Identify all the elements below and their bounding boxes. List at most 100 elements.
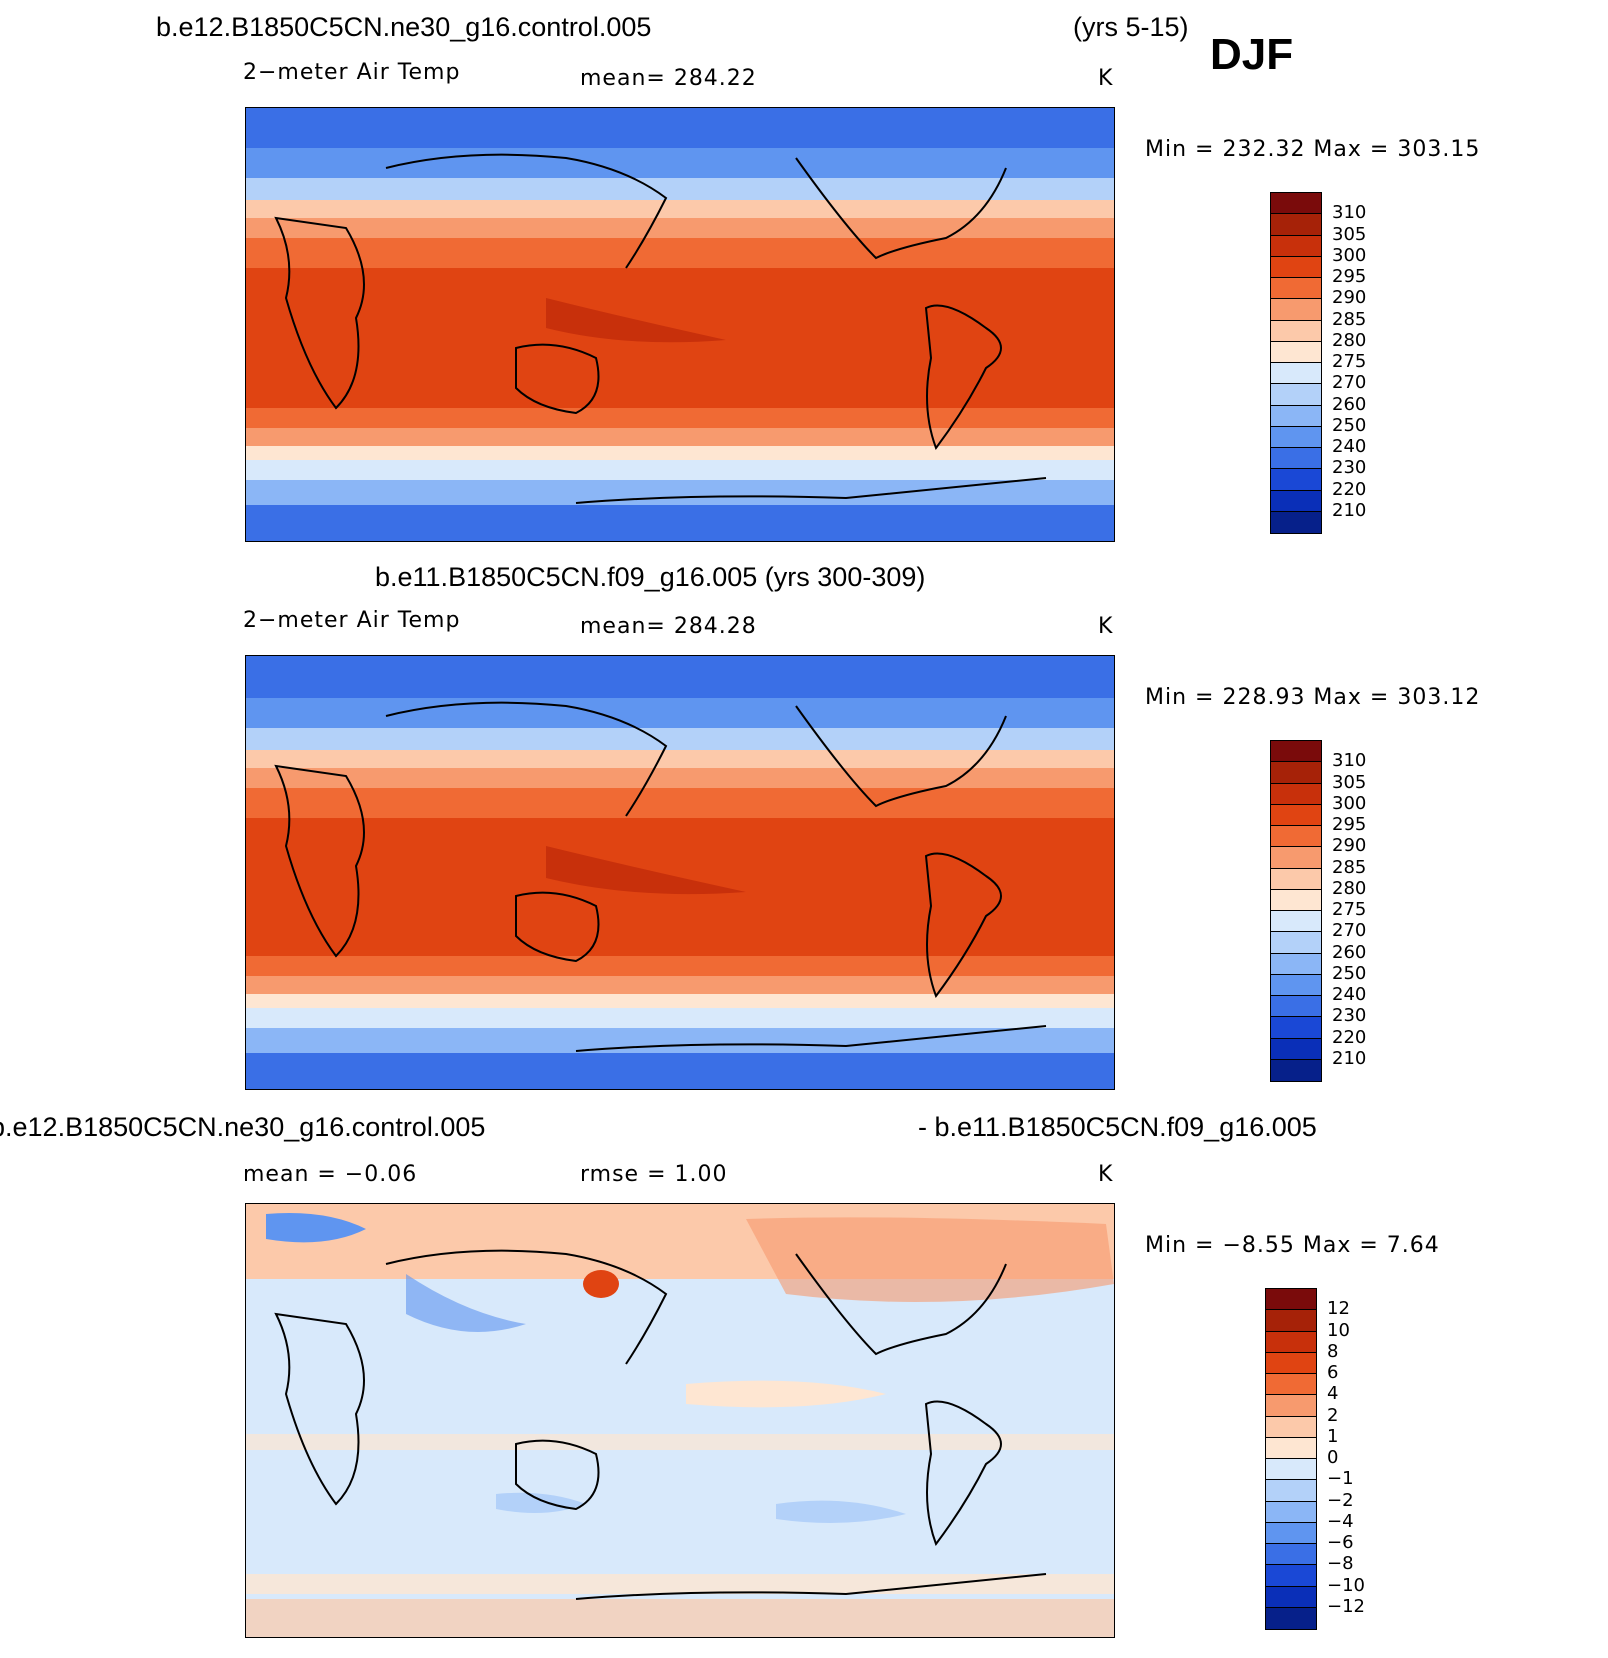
panel1-colorbar-swatch bbox=[1271, 278, 1321, 300]
panel3-colorbar-level: −2 bbox=[1327, 1489, 1354, 1511]
panel3-colorbar-level: 4 bbox=[1327, 1383, 1339, 1405]
panel2-colorbar-swatch bbox=[1271, 741, 1321, 763]
panel2-colorbar-swatch bbox=[1271, 868, 1321, 890]
panel1-colorbar-swatch bbox=[1271, 384, 1321, 406]
panel2-colorbar-level: 310 bbox=[1332, 750, 1367, 772]
panel2-colorbar-swatch bbox=[1271, 932, 1321, 954]
panel1-colorbar-level: 260 bbox=[1332, 393, 1367, 415]
panel3-colorbar-swatch bbox=[1266, 1437, 1316, 1459]
panel1-map bbox=[245, 107, 1115, 542]
panel1-minmax: Min = 232.32 Max = 303.15 bbox=[1145, 137, 1481, 162]
panel3-colorbar-level: 8 bbox=[1327, 1340, 1339, 1362]
panel2-colorbar-level: 240 bbox=[1332, 984, 1367, 1005]
panel3-colorbar-level: −6 bbox=[1327, 1532, 1354, 1553]
panel3-colorbar-level: −8 bbox=[1327, 1553, 1354, 1575]
panel2-map bbox=[245, 655, 1115, 1090]
panel3-colorbar-swatch bbox=[1266, 1459, 1316, 1481]
panel2-colorbar-swatch bbox=[1271, 826, 1321, 848]
panel3-colorbar-level: 12 bbox=[1327, 1298, 1350, 1320]
panel3-colorbar-swatch bbox=[1266, 1395, 1316, 1417]
panel1-colorbar-swatch bbox=[1271, 214, 1321, 236]
panel1-colorbar-swatch bbox=[1271, 511, 1321, 533]
panel2-colorbar-swatch bbox=[1271, 762, 1321, 784]
panel1-colorbar-swatch bbox=[1271, 426, 1321, 448]
panel1-colorbar-level: 240 bbox=[1332, 436, 1367, 457]
panel1-colorbar-level: 310 bbox=[1332, 202, 1367, 224]
season-label: DJF bbox=[1210, 30, 1294, 79]
panel1-mean: mean= 284.22 bbox=[580, 66, 757, 91]
panel2-colorbar-level: 210 bbox=[1332, 1047, 1367, 1069]
years-top: (yrs 5-15) bbox=[1073, 12, 1189, 42]
panel2-colorbar-swatch bbox=[1271, 953, 1321, 975]
panel3-colorbar-swatch bbox=[1266, 1544, 1316, 1566]
panel2-colorbar-swatch bbox=[1271, 783, 1321, 805]
panel1-colorbar-ticks: 310 305 300 295 290 285 280 275 270 260 250 240 230 2… bbox=[1332, 192, 1402, 534]
title-bottom-right: - b.e11.B1850C5CN.f09_g16.005 bbox=[918, 1112, 1317, 1142]
panel2-colorbar-level: 285 bbox=[1332, 856, 1367, 878]
panel2-colorbar-level: 230 bbox=[1332, 1005, 1367, 1027]
panel3-colorbar-ticks: 12 10 8 6 4 2 1 0 −1 −2 −4 −6 −8 −10 −12 bbox=[1327, 1288, 1397, 1630]
panel1-colorbar-swatch bbox=[1271, 299, 1321, 321]
panel1-colorbar-swatch bbox=[1271, 448, 1321, 470]
panel2-unit: K bbox=[1098, 614, 1114, 639]
panel2-mean: mean= 284.28 bbox=[580, 614, 757, 639]
panel3-colorbar-swatch bbox=[1266, 1352, 1316, 1374]
panel3-colorbar-level: −4 bbox=[1327, 1510, 1354, 1532]
panel1-colorbar-level: 300 bbox=[1332, 244, 1367, 266]
panel3-colorbar-level: −1 bbox=[1327, 1468, 1354, 1490]
panel3-mean: mean = −0.06 bbox=[243, 1162, 418, 1187]
panel3-colorbar-level: 1 bbox=[1327, 1425, 1339, 1447]
panel3-rmse: rmse = 1.00 bbox=[580, 1162, 728, 1187]
panel1-temperature-field bbox=[246, 108, 1114, 541]
panel2-colorbar-level: 305 bbox=[1332, 771, 1367, 793]
panel1-colorbar-level: 280 bbox=[1332, 329, 1367, 351]
panel2-colorbar-level: 295 bbox=[1332, 814, 1367, 835]
panel1-colorbar-level: 250 bbox=[1332, 414, 1367, 436]
panel1-variable: 2−meter Air Temp bbox=[243, 60, 461, 85]
panel2-colorbar bbox=[1270, 740, 1322, 1082]
panel3-colorbar-level: 6 bbox=[1327, 1362, 1339, 1383]
panel1-colorbar-swatch bbox=[1271, 363, 1321, 385]
panel3-colorbar-level: 2 bbox=[1327, 1404, 1339, 1426]
panel1-colorbar-swatch bbox=[1271, 235, 1321, 257]
panel3-colorbar-swatch bbox=[1266, 1416, 1316, 1438]
panel1-colorbar-level: 290 bbox=[1332, 287, 1367, 309]
panel2-colorbar-swatch bbox=[1271, 996, 1321, 1018]
title-bottom-left: b.e12.B1850C5CN.ne30_g16.control.005 bbox=[0, 1112, 486, 1142]
panel1-colorbar-level: 210 bbox=[1332, 499, 1367, 521]
panel2-colorbar-level: 300 bbox=[1332, 792, 1367, 814]
panel2-colorbar-swatch bbox=[1271, 1017, 1321, 1039]
panel3-colorbar-swatch bbox=[1266, 1586, 1316, 1608]
panel1-colorbar-level: 275 bbox=[1332, 351, 1367, 372]
panel3-colorbar bbox=[1265, 1288, 1317, 1630]
panel3-colorbar-swatch bbox=[1266, 1522, 1316, 1544]
panel3-colorbar-swatch bbox=[1266, 1501, 1316, 1523]
panel1-colorbar-level: 285 bbox=[1332, 308, 1367, 330]
panel3-map bbox=[245, 1203, 1115, 1638]
panel1-colorbar-swatch bbox=[1271, 405, 1321, 427]
panel2-colorbar-swatch bbox=[1271, 1059, 1321, 1081]
panel3-colorbar-swatch bbox=[1266, 1331, 1316, 1353]
panel1-colorbar-level: 305 bbox=[1332, 223, 1367, 245]
panel1-colorbar-swatch bbox=[1271, 341, 1321, 363]
panel2-variable: 2−meter Air Temp bbox=[243, 608, 461, 633]
panel1-colorbar-swatch bbox=[1271, 256, 1321, 278]
panel1-colorbar-level: 295 bbox=[1332, 266, 1367, 287]
panel2-temperature-field bbox=[246, 656, 1114, 1089]
title-top: b.e12.B1850C5CN.ne30_g16.control.005 bbox=[156, 12, 652, 42]
panel2-colorbar-swatch bbox=[1271, 804, 1321, 826]
panel2-colorbar-level: 280 bbox=[1332, 877, 1367, 899]
panel3-colorbar-level: 10 bbox=[1327, 1319, 1350, 1341]
panel2-colorbar-level: 275 bbox=[1332, 899, 1367, 920]
panel2-colorbar-level: 220 bbox=[1332, 1026, 1367, 1048]
panel2-colorbar-level: 260 bbox=[1332, 941, 1367, 963]
panel2-colorbar-swatch bbox=[1271, 889, 1321, 911]
panel1-colorbar bbox=[1270, 192, 1322, 534]
panel2-colorbar-swatch bbox=[1271, 911, 1321, 933]
title-middle: b.e11.B1850C5CN.f09_g16.005 (yrs 300-309… bbox=[375, 562, 926, 592]
panel3-unit: K bbox=[1098, 1162, 1114, 1187]
panel3-colorbar-swatch bbox=[1266, 1289, 1316, 1311]
panel2-colorbar-level: 290 bbox=[1332, 835, 1367, 857]
panel1-colorbar-swatch bbox=[1271, 193, 1321, 215]
panel3-colorbar-swatch bbox=[1266, 1310, 1316, 1332]
